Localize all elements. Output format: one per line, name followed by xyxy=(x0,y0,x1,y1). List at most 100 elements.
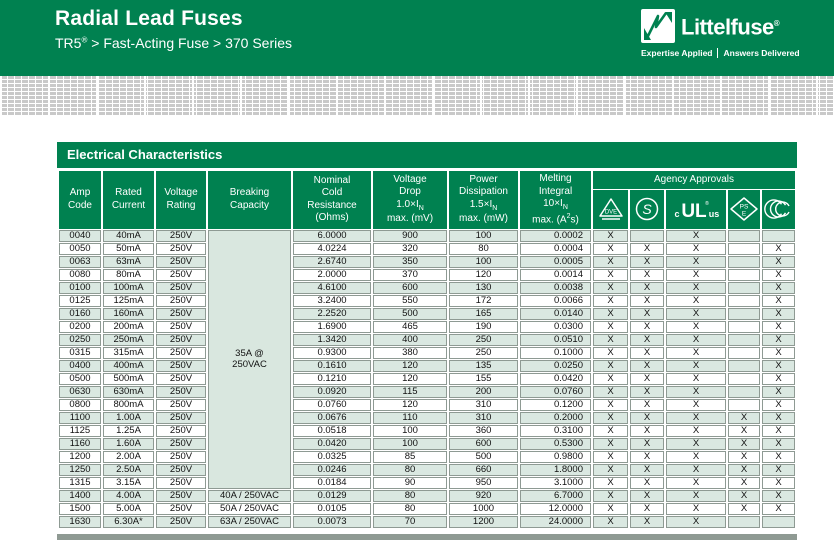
electrical-characteristics-table: Amp Code Rated Current Voltage Rating Break… xyxy=(57,170,797,529)
approval-cell: X xyxy=(593,489,628,502)
amp-code-cell: 0160 xyxy=(59,307,101,320)
voltage-drop-cell: 100 xyxy=(373,437,447,450)
power-dissipation-cell: 500 xyxy=(449,450,518,463)
approval-cell xyxy=(728,398,760,411)
breaking-capacity-cell: 63A / 250VAC xyxy=(208,515,291,528)
approval-cell: X xyxy=(728,463,760,476)
amp-code-cell: 0200 xyxy=(59,320,101,333)
approval-cell: X xyxy=(593,515,628,528)
resistance-cell: 2.0000 xyxy=(293,268,371,281)
voltage-drop-cell: 120 xyxy=(373,398,447,411)
rated-current-cell: 1.60A xyxy=(103,437,154,450)
amp-code-cell: 0630 xyxy=(59,385,101,398)
melting-integral-cell: 6.7000 xyxy=(520,489,591,502)
power-dissipation-cell: 310 xyxy=(449,411,518,424)
littelfuse-logo-icon xyxy=(641,8,675,43)
rated-current-cell: 200mA xyxy=(103,320,154,333)
power-dissipation-cell: 1200 xyxy=(449,515,518,528)
amp-code-cell: 1160 xyxy=(59,437,101,450)
approval-cell: X xyxy=(593,411,628,424)
table-row: 0125 125mA 250V 3.2400 550 172 0.0066 X X X X xyxy=(59,294,795,307)
voltage-drop-cell: 120 xyxy=(373,359,447,372)
melting-integral-cell: 0.9800 xyxy=(520,450,591,463)
rated-current-cell: 500mA xyxy=(103,372,154,385)
approval-cell: X xyxy=(666,398,726,411)
voltage-drop-cell: 120 xyxy=(373,372,447,385)
resistance-header: Nominal Cold Resistance (Ohms) xyxy=(293,171,371,229)
resistance-cell: 0.0518 xyxy=(293,424,371,437)
approval-cell: X xyxy=(666,333,726,346)
approval-cell: X xyxy=(762,346,795,359)
resistance-cell: 0.0325 xyxy=(293,450,371,463)
amp-code-cell: 0125 xyxy=(59,294,101,307)
power-dissipation-cell: 600 xyxy=(449,437,518,450)
svg-text:DVE: DVE xyxy=(604,210,616,216)
cul-us-icon: c UL ® us xyxy=(674,200,719,222)
voltage-drop-cell: 115 xyxy=(373,385,447,398)
table-body: 0040 40mA 250V 35A @250VAC 6.0000 900 100 0.000… xyxy=(59,229,795,528)
approval-cell: X xyxy=(666,320,726,333)
table-row: 0315 315mA 250V 0.9300 380 250 0.1000 X X X X xyxy=(59,346,795,359)
approval-cell: X xyxy=(630,333,664,346)
brand-name: Littelfuse® xyxy=(681,14,780,40)
header-row-icons: DVE S c UL ® us PS xyxy=(59,190,795,229)
voltage-rating-cell: 250V xyxy=(156,450,206,463)
voltage-rating-cell: 250V xyxy=(156,411,206,424)
section-title: Electrical Characteristics xyxy=(57,142,797,168)
resistance-cell: 0.0129 xyxy=(293,489,371,502)
approval-cell: X xyxy=(666,307,726,320)
melting-integral-cell: 0.0005 xyxy=(520,255,591,268)
melting-integral-cell: 3.1000 xyxy=(520,476,591,489)
power-dissipation-cell: 165 xyxy=(449,307,518,320)
voltage-rating-cell: 250V xyxy=(156,424,206,437)
melting-integral-cell: 0.1200 xyxy=(520,398,591,411)
melting-integral-cell: 0.3100 xyxy=(520,424,591,437)
melting-integral-header: Melting Integral 10×IN max. (A2s) xyxy=(520,171,591,229)
voltage-rating-cell: 250V xyxy=(156,320,206,333)
melting-integral-cell: 0.2000 xyxy=(520,411,591,424)
approval-cell: X xyxy=(762,372,795,385)
amp-code-cell: 0050 xyxy=(59,242,101,255)
approval-cell: X xyxy=(762,294,795,307)
approval-cell: X xyxy=(593,255,628,268)
tagline-right: Answers Delivered xyxy=(723,48,800,59)
svg-text:UL: UL xyxy=(681,201,707,222)
approval-cell: X xyxy=(593,320,628,333)
approval-cell: X xyxy=(728,489,760,502)
melting-integral-cell: 0.0510 xyxy=(520,333,591,346)
approval-cell: X xyxy=(593,502,628,515)
melting-integral-cell: 1.8000 xyxy=(520,463,591,476)
resistance-cell: 1.3420 xyxy=(293,333,371,346)
table-row: 1125 1.25A 250V 0.0518 100 360 0.3100 X X X X X xyxy=(59,424,795,437)
approval-cell: X xyxy=(762,242,795,255)
voltage-rating-cell: 250V xyxy=(156,268,206,281)
approval-cell: X xyxy=(630,398,664,411)
approval-cell: X xyxy=(593,437,628,450)
approval-cell: X xyxy=(630,476,664,489)
resistance-cell: 6.0000 xyxy=(293,229,371,242)
table-row: 0063 63mA 250V 2.6740 350 100 0.0005 X X X X xyxy=(59,255,795,268)
melting-integral-cell: 0.0760 xyxy=(520,385,591,398)
agency-cul-header: c UL ® us xyxy=(666,190,726,229)
ccc-icon xyxy=(763,199,790,220)
approval-cell: X xyxy=(666,476,726,489)
approval-cell: X xyxy=(593,476,628,489)
approval-cell: X xyxy=(728,411,760,424)
approval-cell: X xyxy=(593,268,628,281)
amp-code-cell: 0400 xyxy=(59,359,101,372)
power-dissipation-cell: 100 xyxy=(449,229,518,242)
voltage-drop-cell: 80 xyxy=(373,502,447,515)
svg-text:E: E xyxy=(742,211,747,218)
resistance-cell: 0.0420 xyxy=(293,437,371,450)
breadcrumb: TR5® > Fast-Acting Fuse > 370 Series xyxy=(55,35,293,51)
voltage-drop-cell: 380 xyxy=(373,346,447,359)
rated-current-cell: 63mA xyxy=(103,255,154,268)
rated-current-cell: 630mA xyxy=(103,385,154,398)
approval-cell: X xyxy=(762,385,795,398)
resistance-cell: 0.0246 xyxy=(293,463,371,476)
approval-cell: X xyxy=(593,450,628,463)
power-dissipation-cell: 100 xyxy=(449,255,518,268)
resistance-cell: 0.0676 xyxy=(293,411,371,424)
approval-cell: X xyxy=(593,294,628,307)
checker-pattern-band xyxy=(0,76,834,116)
